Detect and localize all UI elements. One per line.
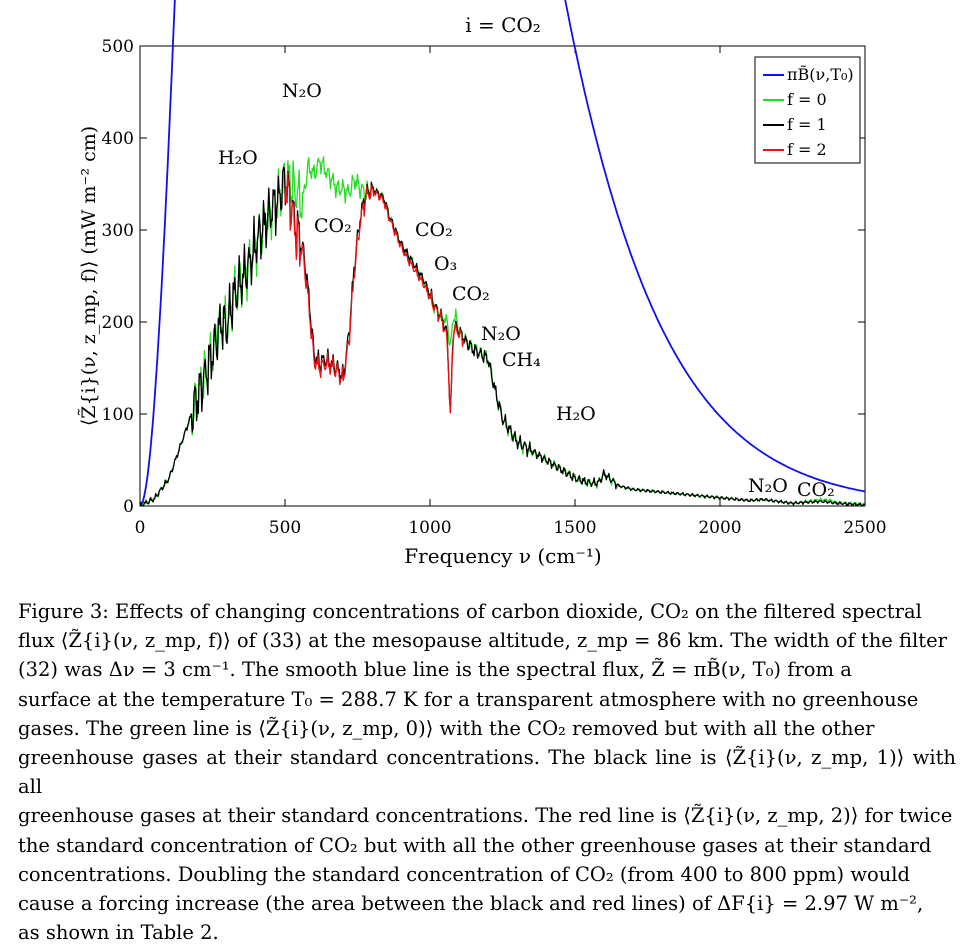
x-axis-ticks: 0 500 1000 1500 2000 2500 — [135, 46, 887, 538]
annotation-n2o-mid: N₂O — [481, 323, 521, 345]
legend-label-f1: f = 1 — [787, 115, 827, 134]
legend-label-planck: πB̃(ν,T₀) — [787, 65, 854, 84]
series-line-f2 — [284, 172, 465, 414]
annotation-co2-right: CO₂ — [797, 479, 835, 501]
legend-label-f2: f = 2 — [787, 140, 827, 159]
annotation-h2o-right: H₂O — [556, 403, 596, 425]
legend-label-f0: f = 0 — [787, 90, 827, 109]
y-axis-label: ⟨Z̃{i}(ν, z_mp, f)⟩ (mW m⁻² cm) — [78, 126, 100, 426]
x-tick-label: 1000 — [408, 518, 451, 538]
annotation-h2o-left: H₂O — [218, 147, 258, 169]
annotation-n2o-top: N₂O — [282, 80, 322, 102]
y-axis-ticks: 0 100 200 300 400 500 — [102, 37, 865, 517]
y-tick-label: 0 — [123, 497, 134, 517]
legend: πB̃(ν,T₀) f = 0 f = 1 f = 2 — [754, 56, 861, 164]
annotation-n2o-right: N₂O — [748, 475, 788, 497]
caption-line: Figure 3: Effects of changing concentrat… — [18, 600, 922, 623]
caption-line: greenhouse gases at their standard conce… — [18, 804, 953, 828]
figure-caption: Figure 3: Effects of changing concentrat… — [18, 597, 956, 947]
annotation-co2-band: CO₂ — [314, 215, 352, 237]
series-line-f1 — [139, 166, 865, 507]
x-tick-label: 500 — [269, 518, 301, 538]
caption-line: (32) was Δν = 3 cm⁻¹. The smooth blue li… — [18, 658, 852, 682]
annotation-co2-b: CO₂ — [452, 283, 490, 305]
x-tick-label: 2000 — [698, 518, 741, 538]
x-tick-label: 0 — [135, 518, 146, 538]
x-tick-label: 2500 — [843, 518, 886, 538]
y-tick-label: 200 — [102, 313, 134, 333]
spectral-flux-chart: i = CO₂ 0 500 1000 1500 2000 2500 0 100 200 300 4… — [78, 0, 887, 568]
caption-line: surface at the temperature T₀ = 288.7 K … — [18, 687, 919, 711]
caption-line: gases. The green line is ⟨Z̃{i}(ν, z_mp,… — [18, 716, 875, 740]
chart-title: i = CO₂ — [465, 13, 541, 37]
caption-line: greenhouse gases at their standard conce… — [18, 746, 956, 799]
y-tick-label: 300 — [102, 221, 134, 241]
plot-frame — [139, 45, 866, 507]
caption-line: concentrations. Doubling the standard co… — [18, 862, 911, 886]
y-tick-label: 500 — [102, 37, 134, 57]
annotation-o3: O₃ — [434, 253, 457, 275]
series-line-planck — [139, 0, 866, 507]
caption-line: the standard concentration of CO₂ but wi… — [18, 833, 932, 857]
caption-line: flux ⟨Z̃{i}(ν, z_mp, f)⟩ of (33) at the … — [18, 629, 947, 653]
series-layer — [139, 0, 866, 507]
caption-line: cause a forcing increase (the area betwe… — [18, 892, 924, 916]
annotation-co2-a: CO₂ — [415, 219, 453, 241]
y-tick-label: 100 — [102, 405, 134, 425]
y-tick-label: 400 — [102, 129, 134, 149]
x-tick-label: 1500 — [553, 518, 596, 538]
x-axis-label: Frequency ν (cm⁻¹) — [404, 544, 601, 568]
annotations: N₂O H₂O CO₂ CO₂ O₃ CO₂ N₂O CH₄ H₂O N₂O C… — [218, 80, 835, 501]
annotation-ch4: CH₄ — [502, 349, 541, 371]
